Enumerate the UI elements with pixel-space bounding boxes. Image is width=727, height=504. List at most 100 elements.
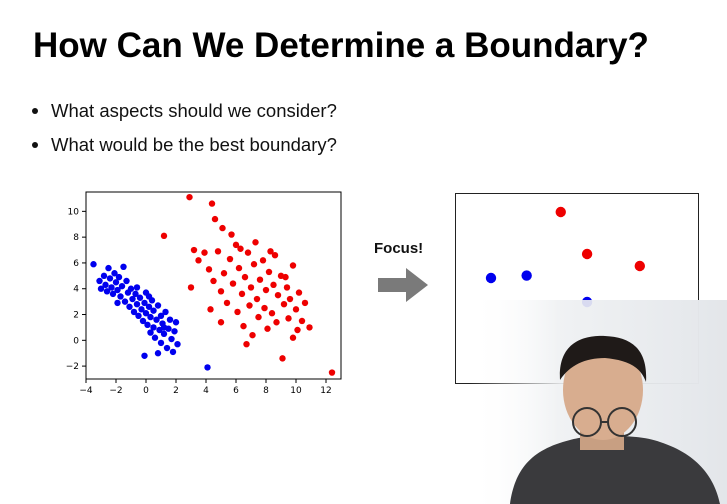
scatter-point — [133, 301, 141, 308]
focus-point — [521, 270, 532, 281]
scatter-point — [187, 284, 195, 291]
scatter-point — [238, 290, 246, 298]
scatter-point — [229, 280, 237, 287]
scatter-point — [246, 302, 253, 309]
scatter-point — [279, 355, 286, 362]
scatter-point — [235, 264, 243, 272]
bullet-item: What aspects should we consider? — [30, 100, 337, 134]
scatter-point — [220, 270, 228, 277]
bullet-dot-icon — [32, 142, 38, 148]
scatter-point — [252, 239, 259, 246]
focus-label: Focus! — [374, 240, 424, 257]
scatter-point — [139, 317, 147, 325]
x-tick-label: 4 — [203, 386, 209, 396]
x-tick-label: 2 — [173, 386, 179, 396]
scatter-point — [190, 246, 198, 254]
scatter-point — [162, 308, 169, 316]
scatter-point — [283, 284, 291, 291]
scatter-plot: −4 −2 0 2 4 6 8 10 12 −2 0 2 4 6 8 10 — [66, 191, 342, 396]
scatter-point — [154, 350, 162, 357]
scatter-point — [267, 248, 274, 255]
scatter-point — [138, 306, 145, 313]
scatter-point — [268, 310, 276, 317]
scatter-point — [145, 303, 153, 310]
scatter-point — [250, 261, 258, 268]
scatter-point — [294, 326, 301, 334]
scatter-point — [217, 319, 225, 326]
scatter-point — [289, 334, 297, 341]
scatter-point — [210, 277, 217, 285]
scatter-point — [195, 257, 202, 264]
scatter-point — [241, 273, 249, 281]
scatter-point — [271, 251, 279, 259]
scatter-point — [136, 294, 144, 301]
scatter-point — [157, 339, 165, 347]
scatter-point — [237, 245, 244, 252]
scatter-point — [211, 215, 219, 223]
scatter-point — [261, 304, 268, 312]
scatter-point — [150, 324, 157, 331]
slide-title: How Can We Determine a Boundary? — [33, 26, 649, 65]
scatter-point — [160, 232, 168, 240]
scatter-point — [223, 299, 231, 307]
scatter-point — [219, 224, 226, 232]
scatter-point — [112, 279, 120, 286]
scatter-point — [298, 317, 306, 325]
y-tick-label: 8 — [73, 233, 79, 243]
scatter-point — [207, 306, 214, 313]
scatter-point — [172, 319, 180, 326]
scatter-point — [280, 301, 288, 308]
scatter-point — [166, 316, 174, 323]
x-tick-label: −2 — [109, 386, 122, 396]
scatter-point — [108, 284, 115, 291]
scatter-point — [154, 302, 162, 309]
scatter-point — [306, 324, 313, 331]
scatter-point — [96, 277, 103, 285]
bullet-item: What would be the best boundary? — [30, 134, 337, 168]
scatter-point — [205, 266, 213, 273]
scatter-point — [273, 319, 280, 326]
scatter-point — [168, 335, 175, 343]
scatter-point — [142, 310, 150, 317]
scatter-point — [174, 340, 181, 348]
scatter-point — [204, 364, 211, 371]
scatter-point — [133, 284, 141, 291]
x-tick-label: 8 — [263, 386, 269, 396]
scatter-point — [147, 313, 154, 321]
scatter-point — [157, 312, 165, 320]
scatter-point — [265, 268, 273, 276]
scatter-point — [151, 334, 159, 341]
scatter-point — [102, 281, 109, 289]
scatter-point — [328, 369, 336, 376]
scatter-point — [247, 284, 255, 291]
scatter-point — [217, 288, 225, 295]
scatter-point — [141, 352, 148, 359]
scatter-point — [150, 307, 157, 314]
scatter-point — [153, 316, 160, 323]
y-tick-label: 0 — [73, 336, 79, 346]
scatter-point — [160, 330, 168, 338]
scatter-point — [292, 306, 300, 313]
scatter-point — [274, 291, 282, 299]
scatter-point — [147, 329, 154, 336]
scatter-point — [244, 249, 252, 256]
scatter-point — [282, 273, 289, 281]
scatter-point — [228, 231, 235, 238]
focus-point — [581, 248, 593, 260]
scatter-point — [208, 200, 216, 207]
scatter-point — [214, 248, 222, 255]
scatter-point — [201, 249, 208, 256]
scatter-point — [243, 340, 250, 348]
scatter-point — [120, 263, 127, 270]
x-tick-label: 12 — [320, 386, 331, 396]
scatter-point — [256, 276, 264, 283]
scatter-point — [127, 285, 135, 292]
scatter-point — [129, 295, 136, 303]
scatter-point — [264, 325, 271, 332]
scatter-point — [130, 308, 138, 316]
scatter-point — [163, 344, 171, 352]
x-tick-label: 10 — [290, 386, 302, 396]
focus-point — [485, 272, 497, 284]
scatter-point — [114, 299, 121, 307]
scatter-point — [169, 348, 177, 356]
